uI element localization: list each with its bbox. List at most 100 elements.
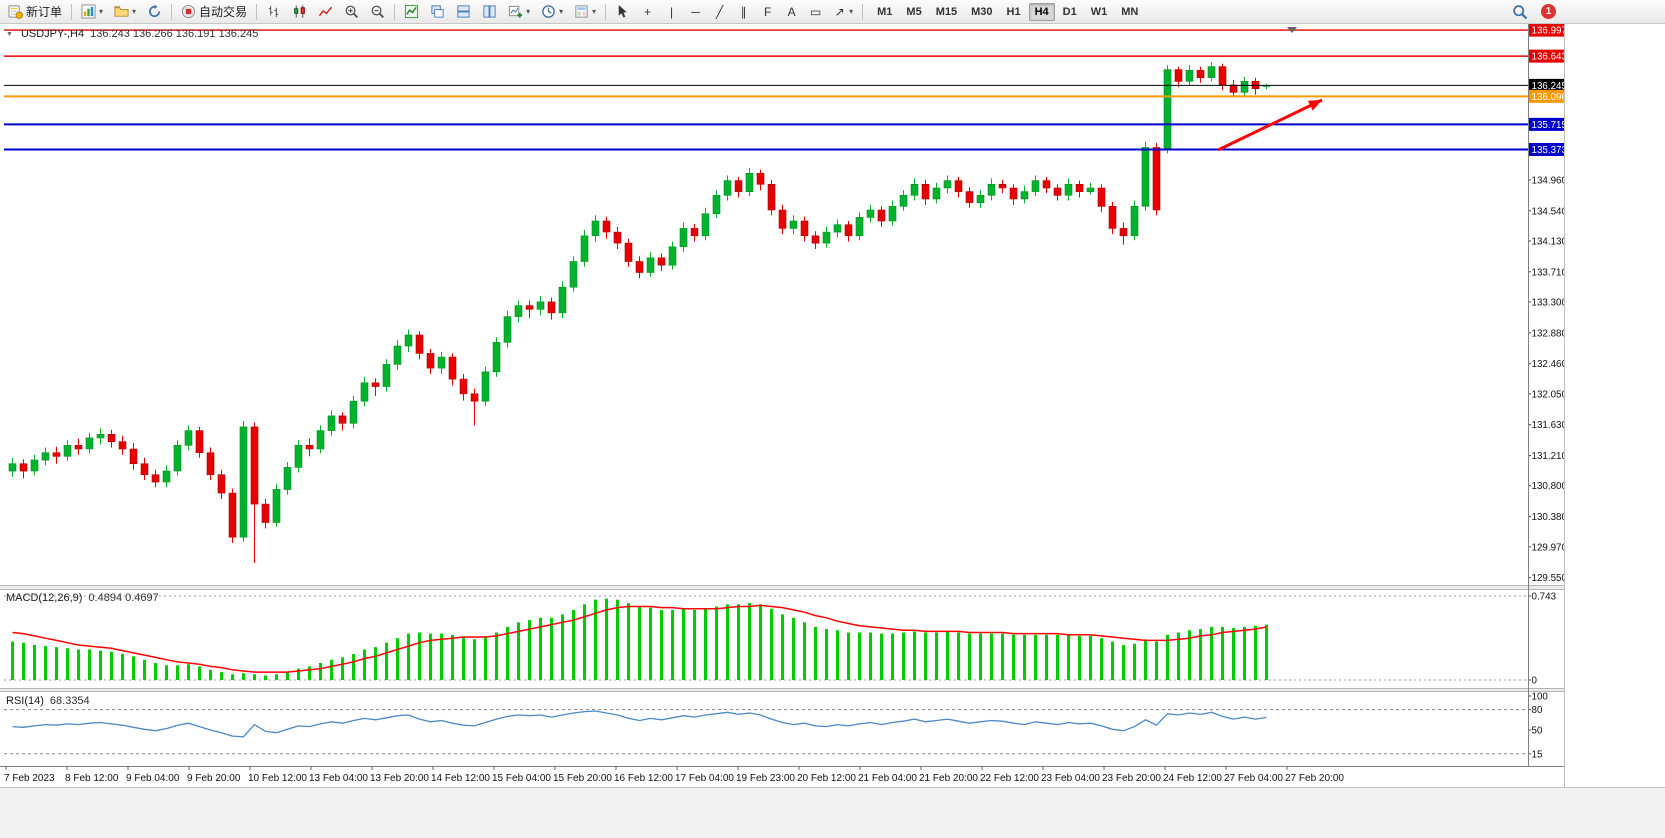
horizontal-line-tool-button[interactable]: ─ — [684, 2, 707, 22]
tile-horizontal-button[interactable] — [451, 2, 476, 22]
new-order-label: 新订单 — [26, 5, 63, 19]
bull-candle — [173, 444, 182, 472]
bear-candle — [1174, 69, 1183, 82]
line-chart-type-button[interactable] — [313, 2, 338, 22]
chevron-down-icon: ▾ — [132, 6, 137, 16]
time-axis-label: 9 Feb 20:00 — [187, 773, 241, 784]
cursor-tool-button[interactable] — [610, 2, 635, 22]
bear-candle — [844, 224, 853, 236]
price-level-badge — [1529, 117, 1565, 131]
bear-candle — [1229, 84, 1238, 93]
bear-candle — [602, 220, 611, 233]
price-level-badge-text: 136.997 — [1532, 26, 1566, 37]
bull-candle — [987, 184, 996, 196]
timeframe-button-m30[interactable]: M30 — [971, 5, 993, 18]
autotrading-label: 自动交易 — [199, 5, 248, 19]
fibonacci-tool-button[interactable]: F — [756, 2, 779, 22]
bull-candle — [382, 364, 391, 387]
tile-vertical-button[interactable] — [477, 2, 502, 22]
bull-candle — [833, 224, 842, 233]
chevron-down-icon: ▾ — [849, 6, 854, 16]
chart-window: 136.997 136.643 136.245 136.096 135.715 135.3… — [0, 24, 1565, 787]
toolbar-separator — [71, 3, 73, 20]
panel-splitter[interactable] — [0, 688, 1565, 692]
macd-signal-line — [12, 604, 1267, 673]
zoom-out-icon — [371, 5, 385, 18]
search-button[interactable] — [1507, 2, 1533, 22]
candlestick-type-button[interactable] — [287, 2, 312, 22]
timeframe-button-m5[interactable]: M5 — [906, 5, 922, 18]
template-icon — [575, 5, 588, 18]
chart-shift-marker[interactable] — [1287, 27, 1297, 33]
zoom-out-button[interactable] — [365, 2, 390, 22]
time-axis-label: 10 Feb 12:00 — [248, 773, 307, 784]
notification-badge[interactable]: 1 — [1541, 4, 1556, 19]
periods-button[interactable]: ▾ — [536, 2, 568, 22]
autotrading-button[interactable]: 自动交易 — [176, 2, 252, 22]
timeframe-button-h4[interactable]: H4 — [1028, 2, 1055, 21]
time-axis-label: 27 Feb 20:00 — [1285, 773, 1344, 784]
timeframe-button-m15[interactable]: M15 — [935, 5, 958, 18]
zoom-in-button[interactable] — [339, 2, 364, 22]
bear-candle — [107, 433, 116, 442]
chart-symbol-period: USDJPY-,H4 — [20, 28, 85, 40]
macd-axis-label: 0.743 — [1532, 592, 1557, 603]
trendline-tool-button[interactable]: ╱ — [708, 2, 731, 22]
text-tool-button[interactable]: A — [780, 2, 803, 22]
channel-icon: ∥ — [740, 4, 747, 19]
bull-candle — [646, 257, 655, 273]
indicators-list-button[interactable] — [399, 2, 424, 22]
timeframe-button-mn[interactable]: MN — [1121, 5, 1139, 18]
bull-candle — [723, 180, 732, 196]
desktop-background — [1565, 24, 1665, 787]
timeframe-button-d1[interactable]: D1 — [1062, 5, 1077, 18]
time-axis-label: 15 Feb 04:00 — [492, 773, 551, 784]
collapse-indicator-icon[interactable]: ▼ — [6, 30, 13, 38]
price-level-badge — [1529, 89, 1565, 103]
bull-candle — [1141, 147, 1150, 207]
bull-candle — [866, 209, 875, 218]
bear-candle — [965, 191, 974, 203]
cascade-windows-button[interactable] — [425, 2, 450, 22]
bear-candle — [74, 444, 83, 450]
bull-candle — [1020, 191, 1029, 200]
tile-horizontal-icon — [457, 5, 470, 18]
timeframe-button-h1[interactable]: H1 — [1006, 5, 1021, 18]
bull-candle — [8, 463, 17, 472]
vertical-line-tool-button[interactable]: | — [660, 2, 683, 22]
bear-candle — [1042, 180, 1051, 189]
bull-candle — [943, 180, 952, 189]
bull-candle — [327, 415, 336, 431]
add-indicator-button[interactable]: ▾ — [503, 2, 535, 22]
refresh-button[interactable] — [142, 2, 167, 22]
chevron-down-icon: ▾ — [559, 6, 564, 16]
timeframe-button-w1[interactable]: W1 — [1090, 5, 1108, 18]
text-tool-icon: A — [787, 4, 796, 19]
toolbar-separator — [256, 3, 258, 20]
price-level-badge — [1529, 24, 1565, 37]
bear-candle — [448, 356, 457, 380]
bull-candle — [668, 246, 677, 266]
price-axis-label: 134.960 — [1532, 175, 1566, 186]
bull-candle — [503, 316, 512, 343]
bear-candle — [547, 301, 556, 314]
timeframe-button-m1[interactable]: M1 — [877, 5, 893, 18]
label-tool-button[interactable]: ▭ — [804, 2, 827, 22]
crosshair-tool-button[interactable]: + — [636, 2, 659, 22]
time-axis-label: 21 Feb 20:00 — [919, 773, 978, 784]
panel-splitter[interactable] — [0, 585, 1565, 590]
bar-chart-type-button[interactable] — [261, 2, 286, 22]
trend-arrow-annotation[interactable] — [1217, 98, 1323, 152]
templates-button[interactable]: ▾ — [569, 2, 601, 22]
time-axis-label: 13 Feb 04:00 — [309, 773, 368, 784]
new-order-button[interactable]: 新订单 — [3, 2, 67, 22]
bull-candle — [701, 213, 710, 237]
candles-layer — [8, 62, 1271, 563]
macd-indicator-label: MACD(12,26,9) 0.4894 0.4697 — [6, 592, 159, 604]
new-chart-button[interactable]: ▾ — [76, 2, 108, 22]
channel-tool-button[interactable]: ∥ — [732, 2, 755, 22]
profiles-button[interactable]: ▾ — [109, 2, 141, 22]
arrows-tool-button[interactable]: ↗ ▾ — [828, 2, 858, 22]
chevron-down-icon: ▾ — [526, 6, 531, 16]
